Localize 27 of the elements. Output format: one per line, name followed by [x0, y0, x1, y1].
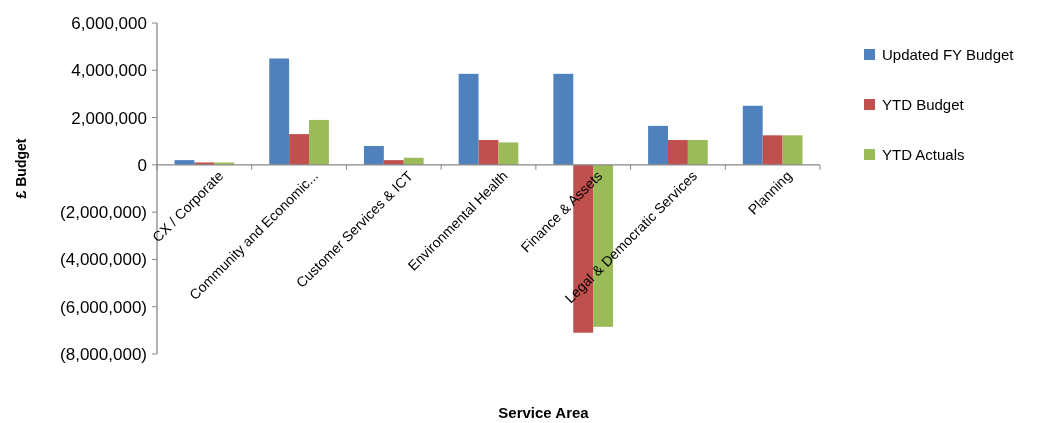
bar [498, 142, 519, 165]
bar [762, 135, 783, 165]
bar [458, 73, 479, 165]
y-tick-label: 2,000,000 [71, 108, 147, 128]
y-tick-label: (2,000,000) [60, 203, 147, 223]
y-tick-label: (8,000,000) [60, 344, 147, 364]
bar [269, 58, 290, 165]
y-tick-label: (6,000,000) [60, 297, 147, 317]
y-tick-label: (4,000,000) [60, 250, 147, 270]
bar [553, 73, 574, 165]
bar [289, 134, 310, 165]
bar [687, 140, 708, 165]
bar [309, 119, 329, 165]
legend-label: Updated FY Budget [882, 46, 1015, 64]
legend-label: YTD Actuals [882, 146, 965, 164]
x-axis-title: Service Area [498, 404, 590, 421]
legend-label: YTD Budget [882, 96, 965, 114]
bar [648, 125, 668, 165]
bar [363, 145, 384, 165]
bar [478, 140, 499, 165]
y-tick-label: 6,000,000 [71, 13, 147, 33]
y-axis-title: £ Budget [13, 138, 29, 199]
bar [782, 135, 803, 165]
y-tick-label: 4,000,000 [71, 61, 147, 81]
bar [742, 105, 763, 165]
bar [667, 140, 688, 165]
y-tick-label: 0 [137, 155, 147, 175]
